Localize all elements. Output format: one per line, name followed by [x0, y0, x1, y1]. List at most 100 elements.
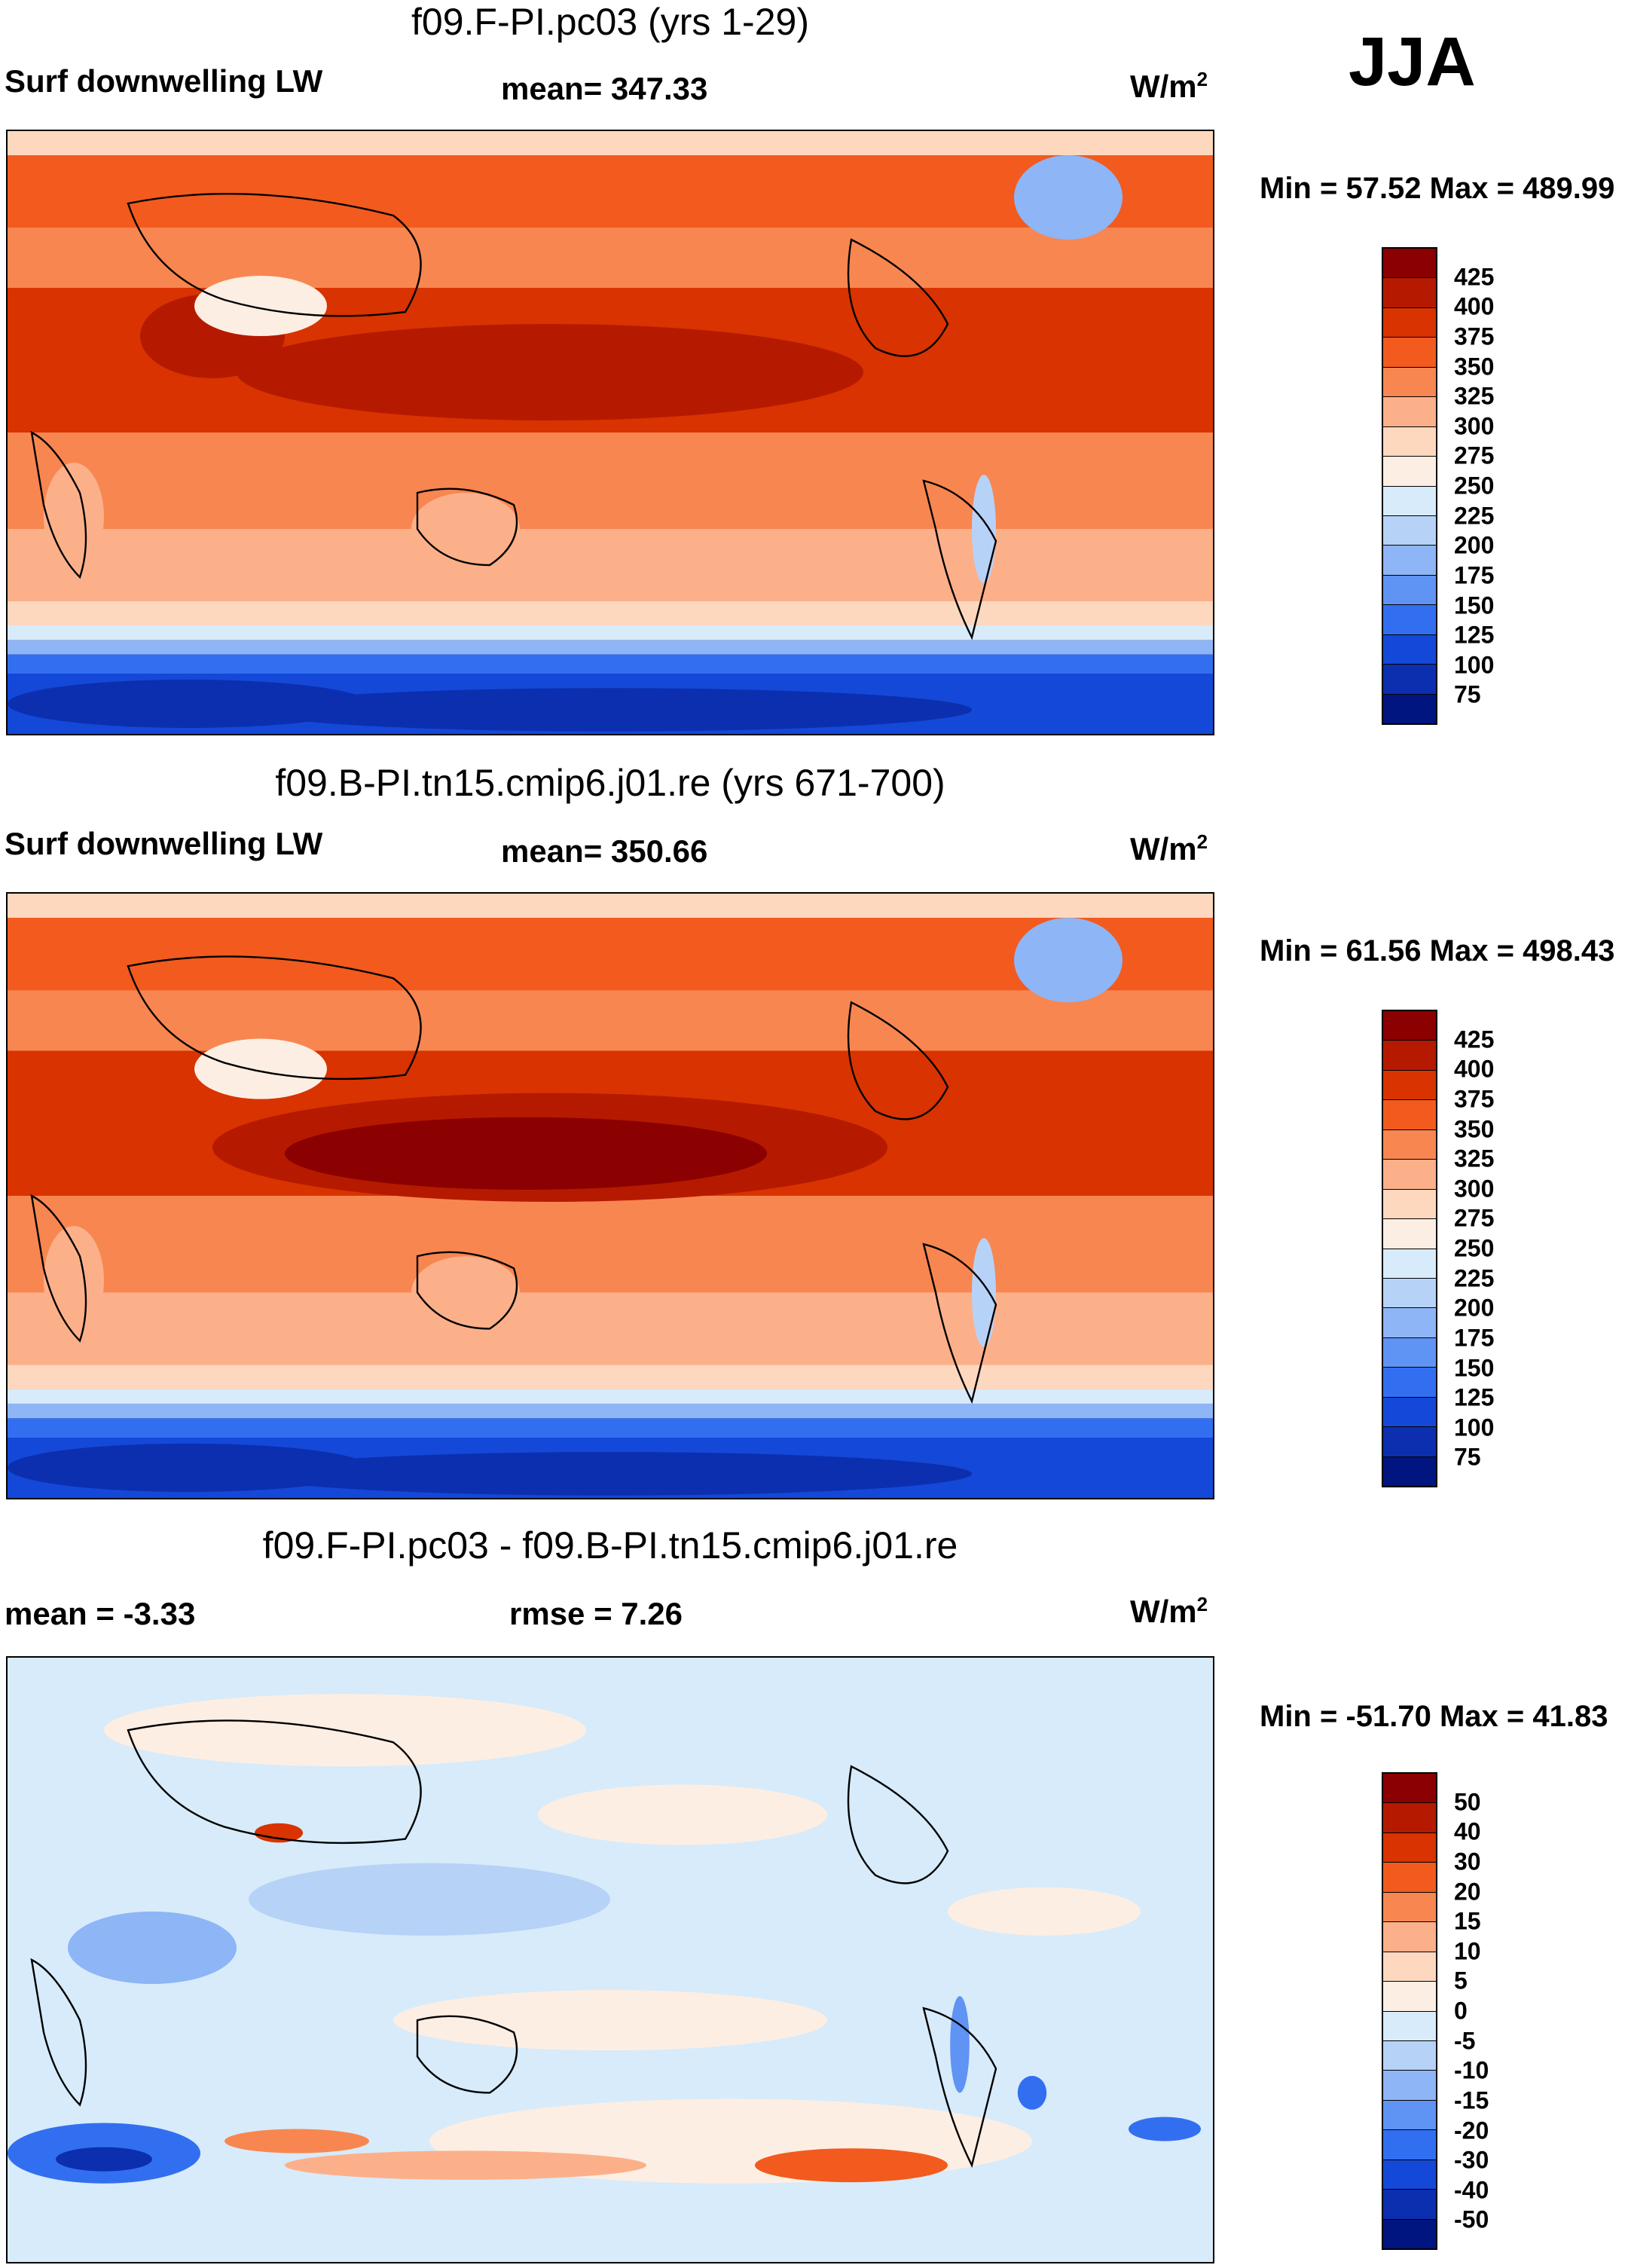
colorbar-tick-label: 225	[1454, 1264, 1495, 1292]
panel-1-map	[6, 130, 1214, 735]
panel-1-colorbar-ticks: 425 400 375 350 325 300 275 250 225 200 175 150 125 1…	[1454, 247, 1567, 725]
colorbar-tick-label: 250	[1454, 1234, 1495, 1262]
colorbar-tick-label: 300	[1454, 412, 1495, 440]
colorbar-swatch	[1383, 2159, 1436, 2190]
colorbar-swatch	[1383, 1160, 1436, 1190]
panel-3-title: f09.F-PI.pc03 - f09.B-PI.tn15.cmip6.j01.…	[262, 1524, 958, 1567]
colorbar-swatch	[1383, 249, 1436, 279]
colorbar-tick-label: 10	[1454, 1937, 1481, 1965]
panel-2-colorbar-ticks: 425 400 375 350 325 300 275 250 225 200 175 150 125 1…	[1454, 1010, 1567, 1487]
colorbar-swatch	[1383, 665, 1436, 695]
colorbar-tick-label: 400	[1454, 1055, 1495, 1083]
panel-2-map-svg	[8, 894, 1213, 1498]
colorbar-swatch	[1383, 1011, 1436, 1041]
colorbar-tick-label: 275	[1454, 1204, 1495, 1232]
panel-2-variable-label: Surf downwelling LW	[5, 826, 323, 861]
colorbar-tick-label: 250	[1454, 472, 1495, 500]
panel-1-colorbar	[1382, 247, 1437, 725]
colorbar-tick-label: 325	[1454, 1145, 1495, 1172]
colorbar-swatch	[1383, 2011, 1436, 2041]
panel-3-minmax: Min = -51.70 Max = 41.83	[1260, 1700, 1608, 1733]
panel-2-units: W/m2	[1130, 830, 1208, 867]
colorbar-swatch	[1383, 1249, 1436, 1279]
panel-1-units: W/m2	[1130, 68, 1208, 104]
colorbar-swatch	[1383, 1100, 1436, 1130]
colorbar-swatch	[1383, 1337, 1436, 1368]
panel-3-colorbar-ticks: 50 40 30 20 15 10 5 0 -5 -10 -15 -20 -30 -40 -50	[1454, 1772, 1567, 2250]
colorbar-tick-label: -20	[1454, 2117, 1489, 2144]
panel-1-map-svg	[8, 131, 1213, 734]
colorbar-swatch	[1383, 694, 1436, 723]
panel-1-minmax: Min = 57.52 Max = 489.99	[1260, 172, 1615, 205]
colorbar-swatch	[1383, 486, 1436, 516]
colorbar-tick-label: 40	[1454, 1817, 1481, 1845]
panel-3-units: W/m2	[1130, 1593, 1208, 1629]
panel-3-rmse-label: rmse = 7.26	[509, 1596, 683, 1631]
colorbar-tick-label: 100	[1454, 651, 1495, 679]
panel-2-map	[6, 892, 1214, 1499]
colorbar-tick-label: 75	[1454, 680, 1481, 708]
panel-2-colorbar	[1382, 1010, 1437, 1487]
colorbar-swatch	[1383, 1368, 1436, 1398]
colorbar-swatch	[1383, 1982, 1436, 2012]
colorbar-swatch	[1383, 2040, 1436, 2071]
colorbar-swatch	[1383, 1922, 1436, 1952]
colorbar-swatch	[1383, 1129, 1436, 1160]
panel-1-variable-label: Surf downwelling LW	[5, 63, 323, 99]
colorbar-tick-label: 225	[1454, 502, 1495, 530]
colorbar-tick-label: 325	[1454, 382, 1495, 410]
panel-3-map	[6, 1656, 1214, 2263]
colorbar-tick-label: 350	[1454, 1115, 1495, 1142]
colorbar-swatch	[1383, 2130, 1436, 2160]
colorbar-swatch	[1383, 1952, 1436, 1982]
colorbar-tick-label: -5	[1454, 2027, 1476, 2055]
panel-1-title: f09.F-PI.pc03 (yrs 1-29)	[411, 1, 809, 43]
colorbar-tick-label: 175	[1454, 1324, 1495, 1352]
colorbar-swatch	[1383, 1397, 1436, 1428]
colorbar-swatch	[1383, 1189, 1436, 1220]
colorbar-tick-label: 300	[1454, 1175, 1495, 1203]
panel-1-mean-label: mean= 347.33	[501, 71, 708, 106]
colorbar-tick-label: 200	[1454, 1294, 1495, 1322]
colorbar-tick-label: 20	[1454, 1878, 1481, 1905]
colorbar-swatch	[1383, 546, 1436, 576]
colorbar-swatch	[1383, 1803, 1436, 1833]
colorbar-tick-label: 75	[1454, 1443, 1481, 1471]
colorbar-tick-label: -15	[1454, 2086, 1489, 2114]
colorbar-swatch	[1383, 2071, 1436, 2101]
colorbar-tick-label: 30	[1454, 1848, 1481, 1875]
colorbar-swatch	[1383, 2190, 1436, 2220]
colorbar-tick-label: 400	[1454, 292, 1495, 320]
colorbar-swatch	[1383, 1832, 1436, 1863]
colorbar-swatch	[1383, 367, 1436, 398]
colorbar-tick-label: 5	[1454, 1967, 1468, 1994]
colorbar-swatch	[1383, 278, 1436, 308]
colorbar-tick-label: -50	[1454, 2205, 1489, 2233]
colorbar-swatch	[1383, 397, 1436, 427]
panel-2-title: f09.B-PI.tn15.cmip6.j01.re (yrs 671-700)	[275, 762, 945, 804]
panel-3-colorbar	[1382, 1772, 1437, 2250]
panel-2-mean-label: mean= 350.66	[501, 833, 708, 869]
colorbar-tick-label: 125	[1454, 1383, 1495, 1411]
colorbar-swatch	[1383, 338, 1436, 368]
colorbar-tick-label: 375	[1454, 1085, 1495, 1113]
colorbar-tick-label: 375	[1454, 322, 1495, 350]
colorbar-tick-label: 200	[1454, 531, 1495, 559]
panel-2-minmax: Min = 61.56 Max = 498.43	[1260, 934, 1615, 967]
panel-3-map-svg	[8, 1658, 1213, 2262]
colorbar-swatch	[1383, 1041, 1436, 1071]
colorbar-tick-label: -30	[1454, 2146, 1489, 2174]
colorbar-tick-label: 150	[1454, 591, 1495, 619]
colorbar-swatch	[1383, 426, 1436, 457]
colorbar-swatch	[1383, 2100, 1436, 2131]
colorbar-tick-label: 100	[1454, 1414, 1495, 1441]
colorbar-swatch	[1383, 1774, 1436, 1804]
colorbar-swatch	[1383, 634, 1436, 665]
colorbar-swatch	[1383, 1863, 1436, 1893]
colorbar-swatch	[1383, 1278, 1436, 1309]
colorbar-swatch	[1383, 515, 1436, 546]
colorbar-swatch	[1383, 1892, 1436, 1923]
season-label: JJA	[1349, 23, 1476, 100]
colorbar-swatch	[1383, 2219, 1436, 2248]
colorbar-tick-label: -40	[1454, 2176, 1489, 2204]
